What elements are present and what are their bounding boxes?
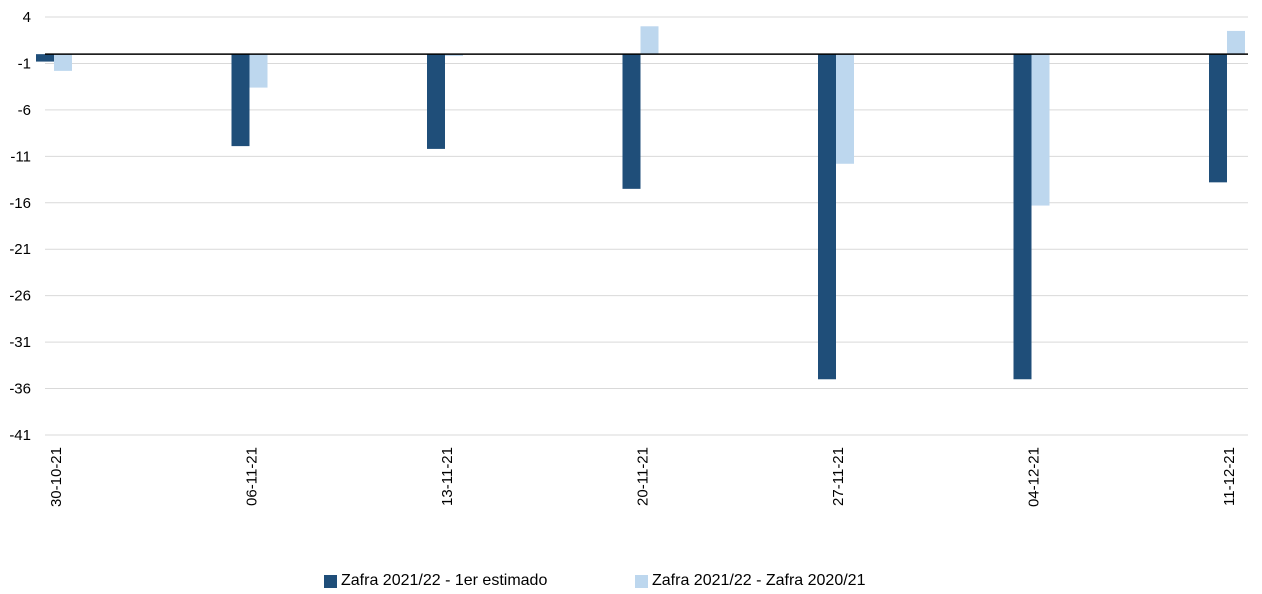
bar-series-2 bbox=[1031, 54, 1050, 206]
legend-item-series-2: Zafra 2021/22 - Zafra 2020/21 bbox=[635, 572, 865, 590]
y-tick-label: -21 bbox=[9, 241, 31, 258]
bar-series-1 bbox=[1209, 54, 1227, 183]
y-tick-label: 4 bbox=[23, 9, 31, 26]
x-axis-ticks: 30-10-21 06-11-21 13-11-21 20-11-21 27-11-21… bbox=[48, 447, 1238, 507]
x-tick-label: 04-12-21 bbox=[1026, 447, 1043, 507]
x-tick-label: 27-11-21 bbox=[830, 447, 847, 506]
legend-swatch-series-1 bbox=[324, 574, 337, 588]
x-tick-label: 30-10-21 bbox=[48, 447, 65, 507]
y-tick-label: -26 bbox=[9, 288, 31, 305]
bar-series-2 bbox=[445, 54, 463, 57]
bar-series-1 bbox=[622, 54, 641, 189]
bar-series-2 bbox=[249, 54, 268, 88]
x-tick-label: 06-11-21 bbox=[244, 447, 261, 506]
x-tick-label: 11-12-21 bbox=[1221, 447, 1238, 506]
bar-series-2 bbox=[836, 54, 854, 164]
legend-label-series-1: Zafra 2021/22 - 1er estimado bbox=[341, 572, 548, 589]
y-axis-ticks: 4 -1 -6 -11 -16 -21 -26 -31 -36 -41 bbox=[9, 9, 31, 444]
bar-series-1 bbox=[818, 54, 836, 380]
gridlines bbox=[45, 16, 1248, 436]
bar-series-2 bbox=[640, 26, 659, 55]
bar-series-1 bbox=[36, 54, 54, 62]
bar-series-1 bbox=[1013, 54, 1032, 380]
legend-label-series-2: Zafra 2021/22 - Zafra 2020/21 bbox=[652, 572, 866, 589]
y-tick-label: -36 bbox=[9, 381, 31, 398]
bar-series-2 bbox=[54, 54, 72, 71]
legend: Zafra 2021/22 - 1er estimado Zafra 2021/… bbox=[0, 572, 1262, 594]
y-tick-label: -31 bbox=[9, 334, 31, 351]
bar-chart: 4 -1 -6 -11 -16 -21 -26 -31 -36 -41 30-10-21 06-11… bbox=[9, 9, 1248, 507]
y-tick-label: -16 bbox=[9, 195, 31, 212]
legend-item-series-1: Zafra 2021/22 - 1er estimado bbox=[324, 572, 547, 590]
bars bbox=[36, 26, 1245, 380]
legend-swatch-series-2 bbox=[635, 574, 648, 588]
y-tick-label: -6 bbox=[18, 102, 31, 119]
x-tick-label: 20-11-21 bbox=[635, 447, 652, 506]
bar-series-1 bbox=[231, 54, 250, 147]
y-tick-label: -41 bbox=[9, 427, 31, 444]
bar-series-2 bbox=[1227, 30, 1245, 55]
y-tick-label: -1 bbox=[18, 55, 31, 72]
y-tick-label: -11 bbox=[10, 148, 31, 165]
bar-series-1 bbox=[427, 54, 445, 149]
x-tick-label: 13-11-21 bbox=[439, 447, 456, 506]
